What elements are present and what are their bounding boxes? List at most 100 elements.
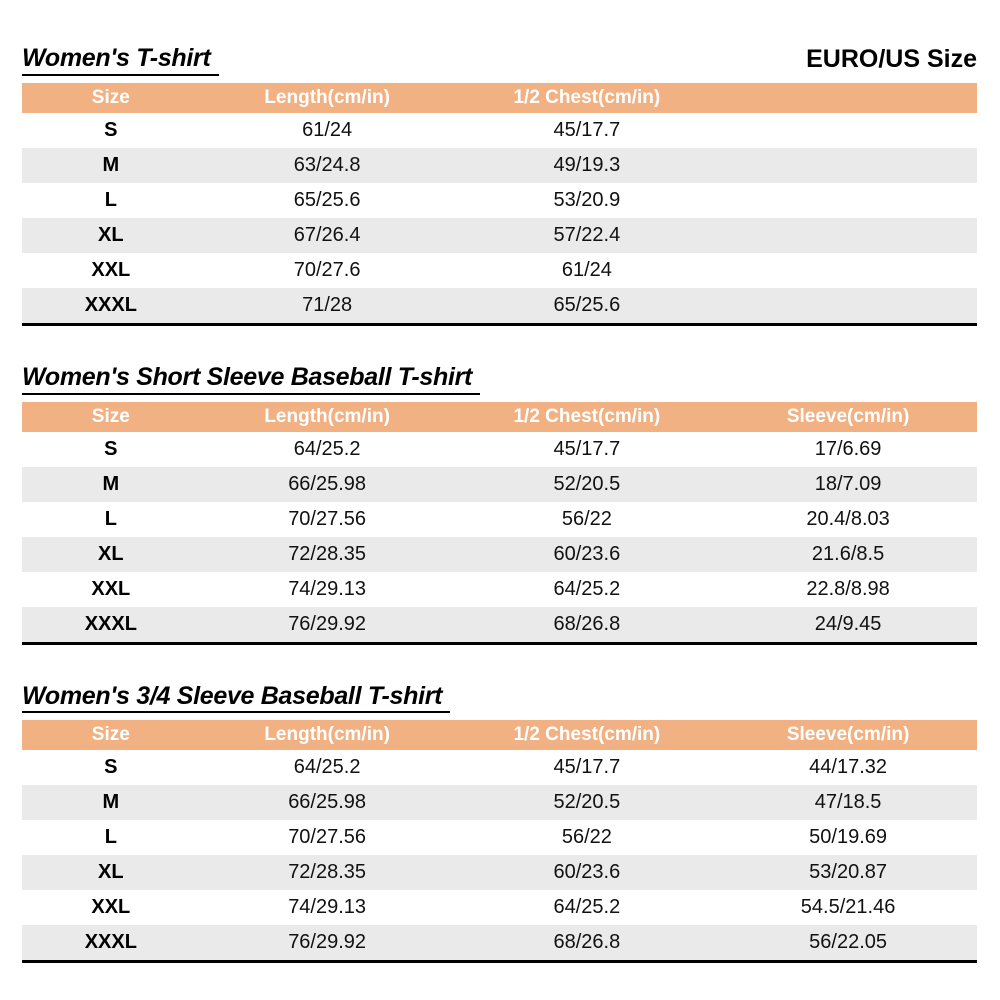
header-cell: Size	[22, 720, 200, 751]
section-title-row: Women's Short Sleeve Baseball T-shirt	[22, 363, 977, 395]
size-cell: XXL	[91, 896, 131, 919]
value-cell: 24/9.45	[814, 612, 882, 635]
section-title-row: Women's 3/4 Sleeve Baseball T-shirt	[22, 682, 977, 714]
size-cell: XL	[98, 542, 124, 565]
header-cell: 1/2 Chest(cm/in)	[454, 720, 720, 751]
value-cell: 53/20.9	[553, 188, 621, 211]
value-cell: 54.5/21.46	[800, 896, 896, 919]
size-cell: XXXL	[84, 293, 137, 316]
size-cell: XXL	[91, 258, 131, 281]
value-cell: 57/22.4	[553, 223, 621, 246]
value-cell: 22.8/8.98	[806, 577, 890, 600]
value-cell: 74/29.13	[288, 896, 367, 919]
value-cell: 65/25.6	[553, 293, 621, 316]
value-cell: 56/22.05	[809, 931, 887, 954]
table-row: XL 72/28.35 60/23.6 21.6/8.5	[22, 536, 977, 572]
value-cell: 67/26.4	[293, 223, 361, 246]
table-row: XXL 74/29.13 64/25.2 22.8/8.98	[22, 572, 977, 607]
value-cell: 71/28	[302, 293, 353, 316]
table-row: L 65/25.6 53/20.9	[22, 183, 977, 218]
value-cell: 17/6.69	[814, 437, 882, 460]
header-cell: Length(cm/in)	[199, 401, 455, 432]
size-cell: XXL	[91, 577, 131, 600]
header-cell	[719, 82, 977, 113]
value-cell	[719, 218, 977, 253]
value-cell: 45/17.7	[553, 437, 621, 460]
size-cell: M	[102, 791, 120, 814]
table-row: M 66/25.98 52/20.5 18/7.09	[22, 466, 977, 502]
table-row: L 70/27.56 56/22 50/19.69	[22, 820, 977, 855]
header-row: Women's T-shirt EURO/US Size	[22, 44, 977, 76]
womens-tshirt-size-table: Size Length(cm/in) 1/2 Chest(cm/in) S 61/24 4…	[22, 82, 977, 326]
value-cell	[719, 183, 977, 218]
value-cell: 18/7.09	[814, 472, 882, 495]
value-cell: 52/20.5	[553, 472, 621, 495]
table-header-row: Size Length(cm/in) 1/2 Chest(cm/in) Sleeve(…	[22, 401, 977, 432]
header-cell: Sleeve(cm/in)	[719, 720, 977, 751]
value-cell: 21.6/8.5	[811, 542, 885, 565]
table-row: S 61/24 45/17.7	[22, 113, 977, 148]
value-cell: 72/28.35	[288, 861, 367, 884]
size-cell: XL	[98, 223, 124, 246]
size-cell: S	[104, 437, 118, 460]
table-row: M 63/24.8 49/19.3	[22, 147, 977, 183]
value-cell: 44/17.32	[809, 756, 887, 779]
header-cell: Length(cm/in)	[199, 720, 455, 751]
size-cell: L	[104, 507, 117, 530]
section-title-womens-three-quarter-sleeve-baseball-tshirt: Women's 3/4 Sleeve Baseball T-shirt	[22, 682, 451, 714]
value-cell: 63/24.8	[293, 153, 361, 176]
size-cell: XXXL	[84, 612, 137, 635]
euro-us-size-label: EURO/US Size	[806, 45, 977, 73]
value-cell: 52/20.5	[553, 791, 621, 814]
value-cell: 68/26.8	[553, 612, 621, 635]
table-row: M 66/25.98 52/20.5 47/18.5	[22, 785, 977, 821]
value-cell: 76/29.92	[288, 931, 367, 954]
value-cell: 61/24	[302, 118, 353, 141]
value-cell: 60/23.6	[553, 542, 621, 565]
value-cell: 20.4/8.03	[806, 507, 890, 530]
value-cell	[719, 148, 977, 183]
value-cell	[719, 288, 977, 325]
value-cell: 50/19.69	[809, 826, 887, 849]
value-cell	[719, 113, 977, 148]
value-cell: 68/26.8	[553, 931, 621, 954]
table-header-row: Size Length(cm/in) 1/2 Chest(cm/in) Sleeve(…	[22, 720, 977, 751]
header-cell: 1/2 Chest(cm/in)	[454, 82, 720, 113]
value-cell: 65/25.6	[293, 188, 361, 211]
table-row: XXL 74/29.13 64/25.2 54.5/21.46	[22, 890, 977, 925]
size-cell: XL	[98, 861, 124, 884]
value-cell: 72/28.35	[288, 542, 367, 565]
value-cell: 49/19.3	[553, 153, 621, 176]
value-cell: 64/25.2	[293, 756, 361, 779]
table-row: L 70/27.56 56/22 20.4/8.03	[22, 502, 977, 537]
value-cell: 70/27.56	[288, 826, 367, 849]
size-cell: S	[104, 756, 118, 779]
value-cell: 64/25.2	[553, 577, 621, 600]
value-cell: 45/17.7	[553, 118, 621, 141]
womens-short-sleeve-baseball-tshirt-size-table: Size Length(cm/in) 1/2 Chest(cm/in) Sleeve(…	[22, 401, 977, 645]
value-cell: 64/25.2	[293, 437, 361, 460]
table-row: S 64/25.2 45/17.7 44/17.32	[22, 750, 977, 785]
size-cell: S	[104, 118, 118, 141]
value-cell: 70/27.6	[293, 258, 361, 281]
value-cell: 56/22	[561, 507, 612, 530]
section-title-womens-short-sleeve-baseball-tshirt: Women's Short Sleeve Baseball T-shirt	[22, 363, 481, 395]
value-cell	[719, 253, 977, 288]
table-row: XXL 70/27.6 61/24	[22, 253, 977, 288]
value-cell: 76/29.92	[288, 612, 367, 635]
size-cell: M	[102, 472, 120, 495]
section-title-womens-tshirt: Women's T-shirt	[22, 44, 219, 76]
value-cell: 47/18.5	[814, 791, 882, 814]
value-cell: 56/22	[561, 826, 612, 849]
value-cell: 64/25.2	[553, 896, 621, 919]
table-row: XXXL 76/29.92 68/26.8 24/9.45	[22, 606, 977, 643]
size-cell: XXXL	[84, 931, 137, 954]
table-row: XXXL 76/29.92 68/26.8 56/22.05	[22, 925, 977, 962]
size-cell: L	[104, 188, 117, 211]
value-cell: 53/20.87	[809, 861, 887, 884]
value-cell: 45/17.7	[553, 756, 621, 779]
value-cell: 66/25.98	[288, 791, 367, 814]
value-cell: 66/25.98	[288, 472, 367, 495]
header-cell: Length(cm/in)	[199, 82, 455, 113]
